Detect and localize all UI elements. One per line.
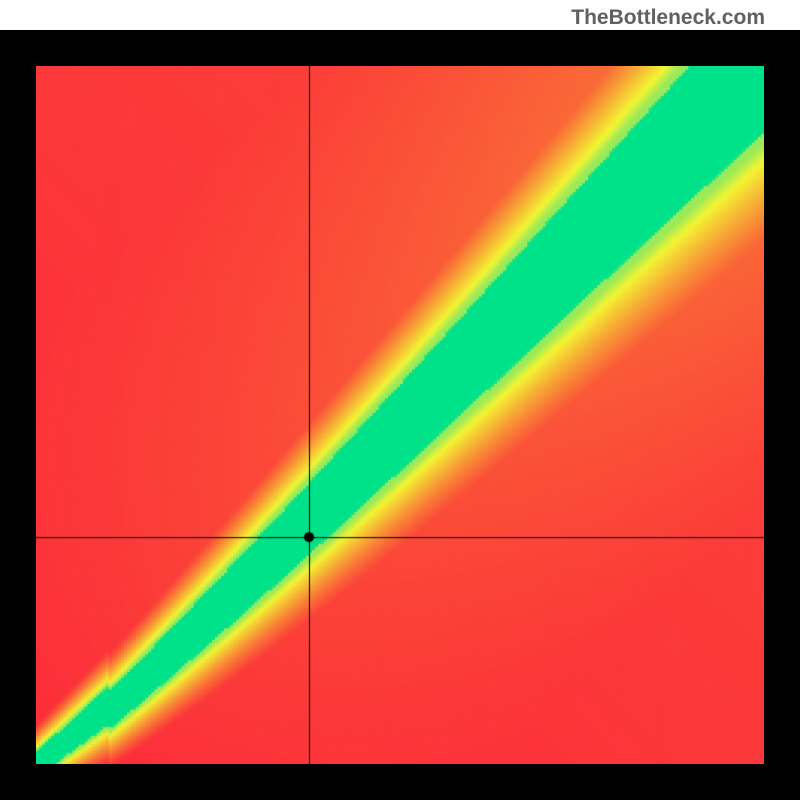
- bottleneck-heatmap: [36, 66, 764, 764]
- watermark-text: TheBottleneck.com: [571, 6, 765, 30]
- chart-frame: [0, 30, 800, 800]
